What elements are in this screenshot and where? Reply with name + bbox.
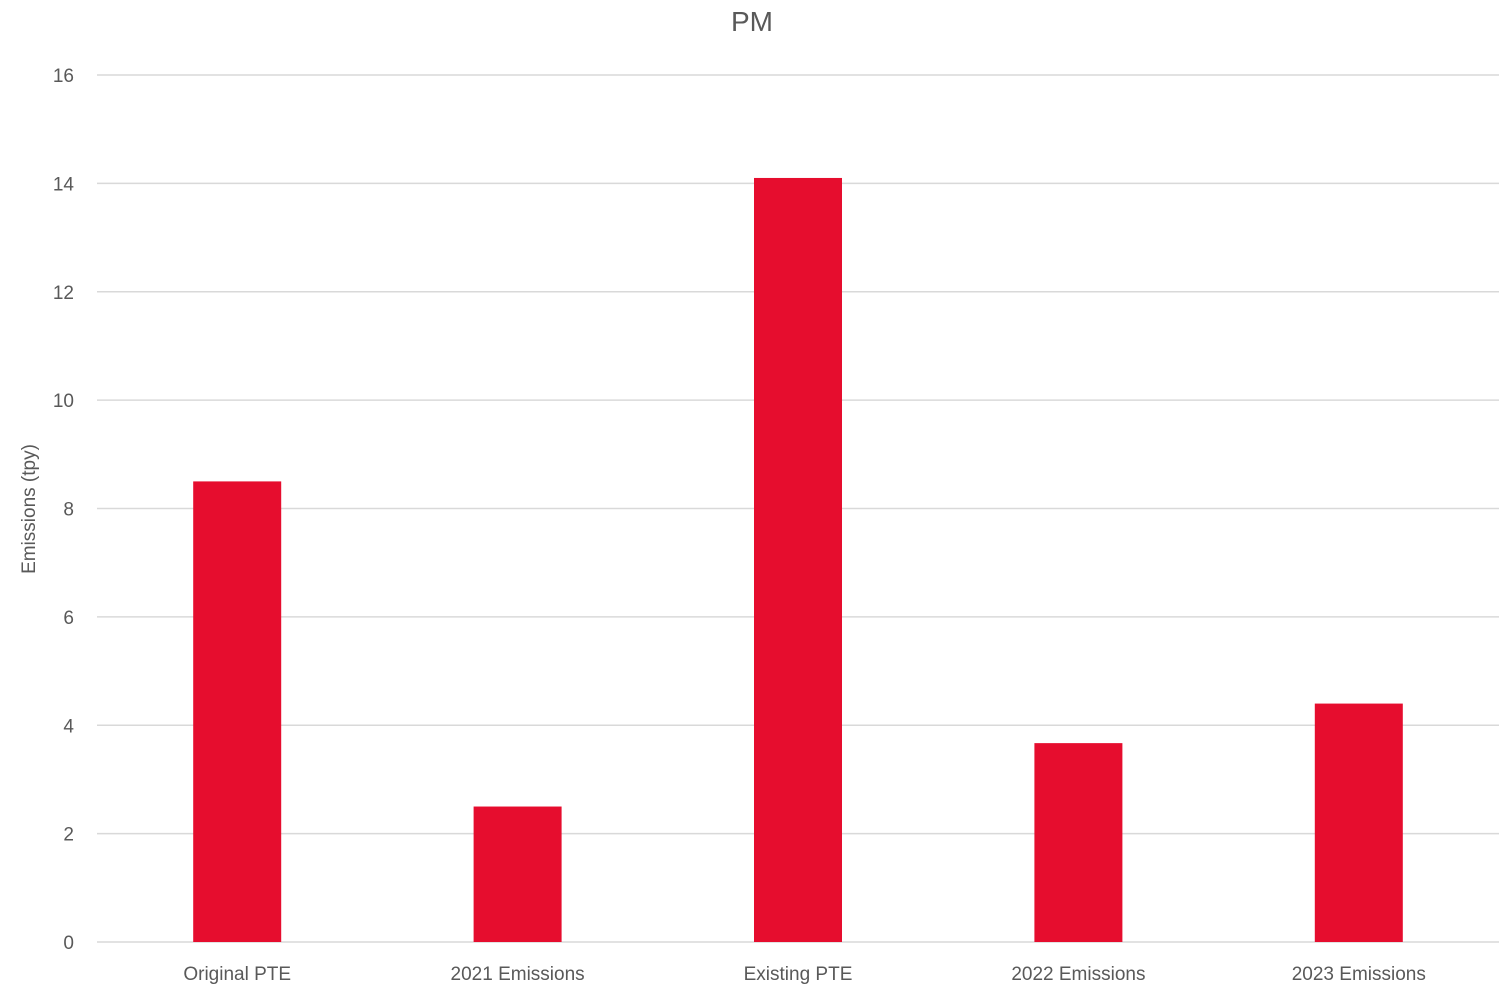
bar: [754, 177, 842, 943]
x-category-label: 2023 Emissions: [1292, 964, 1426, 985]
y-tick-label: 4: [63, 716, 74, 737]
x-category-label: Original PTE: [183, 964, 291, 985]
x-category-label: Existing PTE: [744, 964, 853, 985]
y-axis-title: Emissions (tpy): [19, 444, 40, 574]
bars: [193, 177, 1403, 943]
y-tick-label: 14: [53, 174, 75, 195]
y-axis-tick-labels: 0 2 4 6 8 10 12 14 16: [53, 66, 75, 954]
y-tick-label: 2: [63, 825, 74, 846]
y-tick-label: 12: [53, 283, 74, 304]
x-axis-category-labels: Original PTE 2021 Emissions Existing PTE 20…: [183, 964, 1426, 985]
x-category-label: 2021 Emissions: [451, 964, 585, 985]
bar: [1034, 743, 1123, 942]
bar: [193, 481, 282, 942]
y-tick-label: 8: [63, 500, 74, 521]
y-tick-label: 16: [53, 66, 74, 87]
y-tick-label: 10: [53, 391, 74, 412]
bar: [1314, 703, 1403, 942]
y-tick-label: 0: [63, 933, 74, 954]
chart-title: PM: [731, 6, 773, 37]
x-category-label: 2022 Emissions: [1011, 964, 1145, 985]
bar: [473, 806, 562, 942]
y-tick-label: 6: [63, 608, 74, 629]
